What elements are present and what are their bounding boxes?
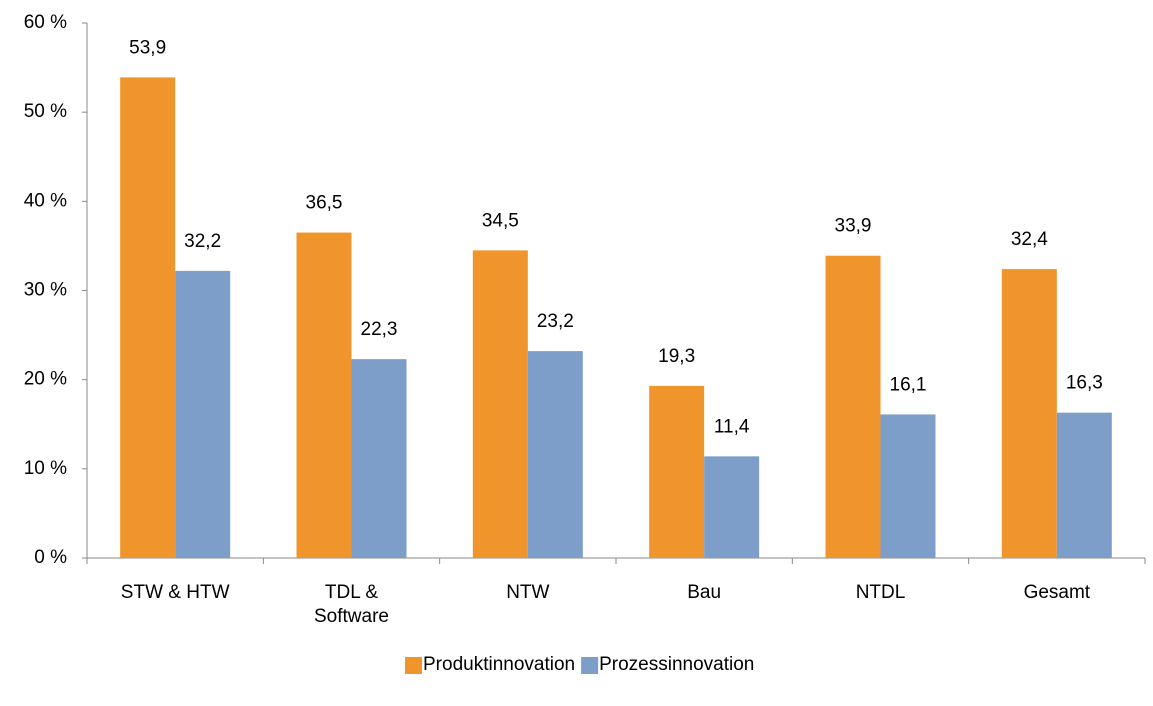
y-tick-label: 20 % <box>24 369 67 390</box>
data-label: 32,4 <box>1011 229 1048 250</box>
bar <box>1001 269 1057 558</box>
bar <box>704 456 760 558</box>
legend-swatch <box>581 657 599 674</box>
data-label: 16,3 <box>1066 373 1103 394</box>
x-tick-label: STW & HTW <box>120 582 230 603</box>
bar <box>1056 412 1112 558</box>
y-tick-label: 60 % <box>24 12 67 33</box>
legend-swatch <box>405 657 422 674</box>
x-tick-label: Gesamt <box>1023 582 1091 603</box>
data-label: 53,9 <box>129 37 166 58</box>
x-tick-label: Bau <box>687 582 722 603</box>
data-label: 33,9 <box>835 216 872 237</box>
data-label: 19,3 <box>658 346 695 367</box>
bar <box>527 351 583 558</box>
data-label: 16,1 <box>890 374 927 395</box>
data-label: 11,4 <box>714 416 750 437</box>
y-tick-label: 50 % <box>24 101 67 122</box>
y-tick-label: 10 % <box>24 458 67 479</box>
bar <box>351 359 407 558</box>
data-label: 22,3 <box>361 319 398 340</box>
x-tick-label: NTW <box>506 582 550 603</box>
legend-label: Produktinnovation <box>423 654 575 675</box>
y-tick-label: 40 % <box>24 190 67 211</box>
data-label: 36,5 <box>306 193 343 214</box>
bar <box>175 270 231 558</box>
bar <box>120 77 176 559</box>
data-label: 34,5 <box>482 210 519 231</box>
legend-label: Prozessinnovation <box>599 654 754 675</box>
bar <box>472 250 528 558</box>
bar <box>825 255 881 558</box>
bar <box>880 414 936 558</box>
bar <box>649 385 705 558</box>
y-tick-label: 0 % <box>34 547 67 568</box>
y-tick-label: 30 % <box>24 280 67 301</box>
bar <box>296 232 352 558</box>
x-tick-label: NTDL <box>855 582 906 603</box>
data-label: 23,2 <box>537 311 574 332</box>
data-label: 32,2 <box>184 231 221 252</box>
x-tick-label: TDL & Software <box>314 582 389 627</box>
